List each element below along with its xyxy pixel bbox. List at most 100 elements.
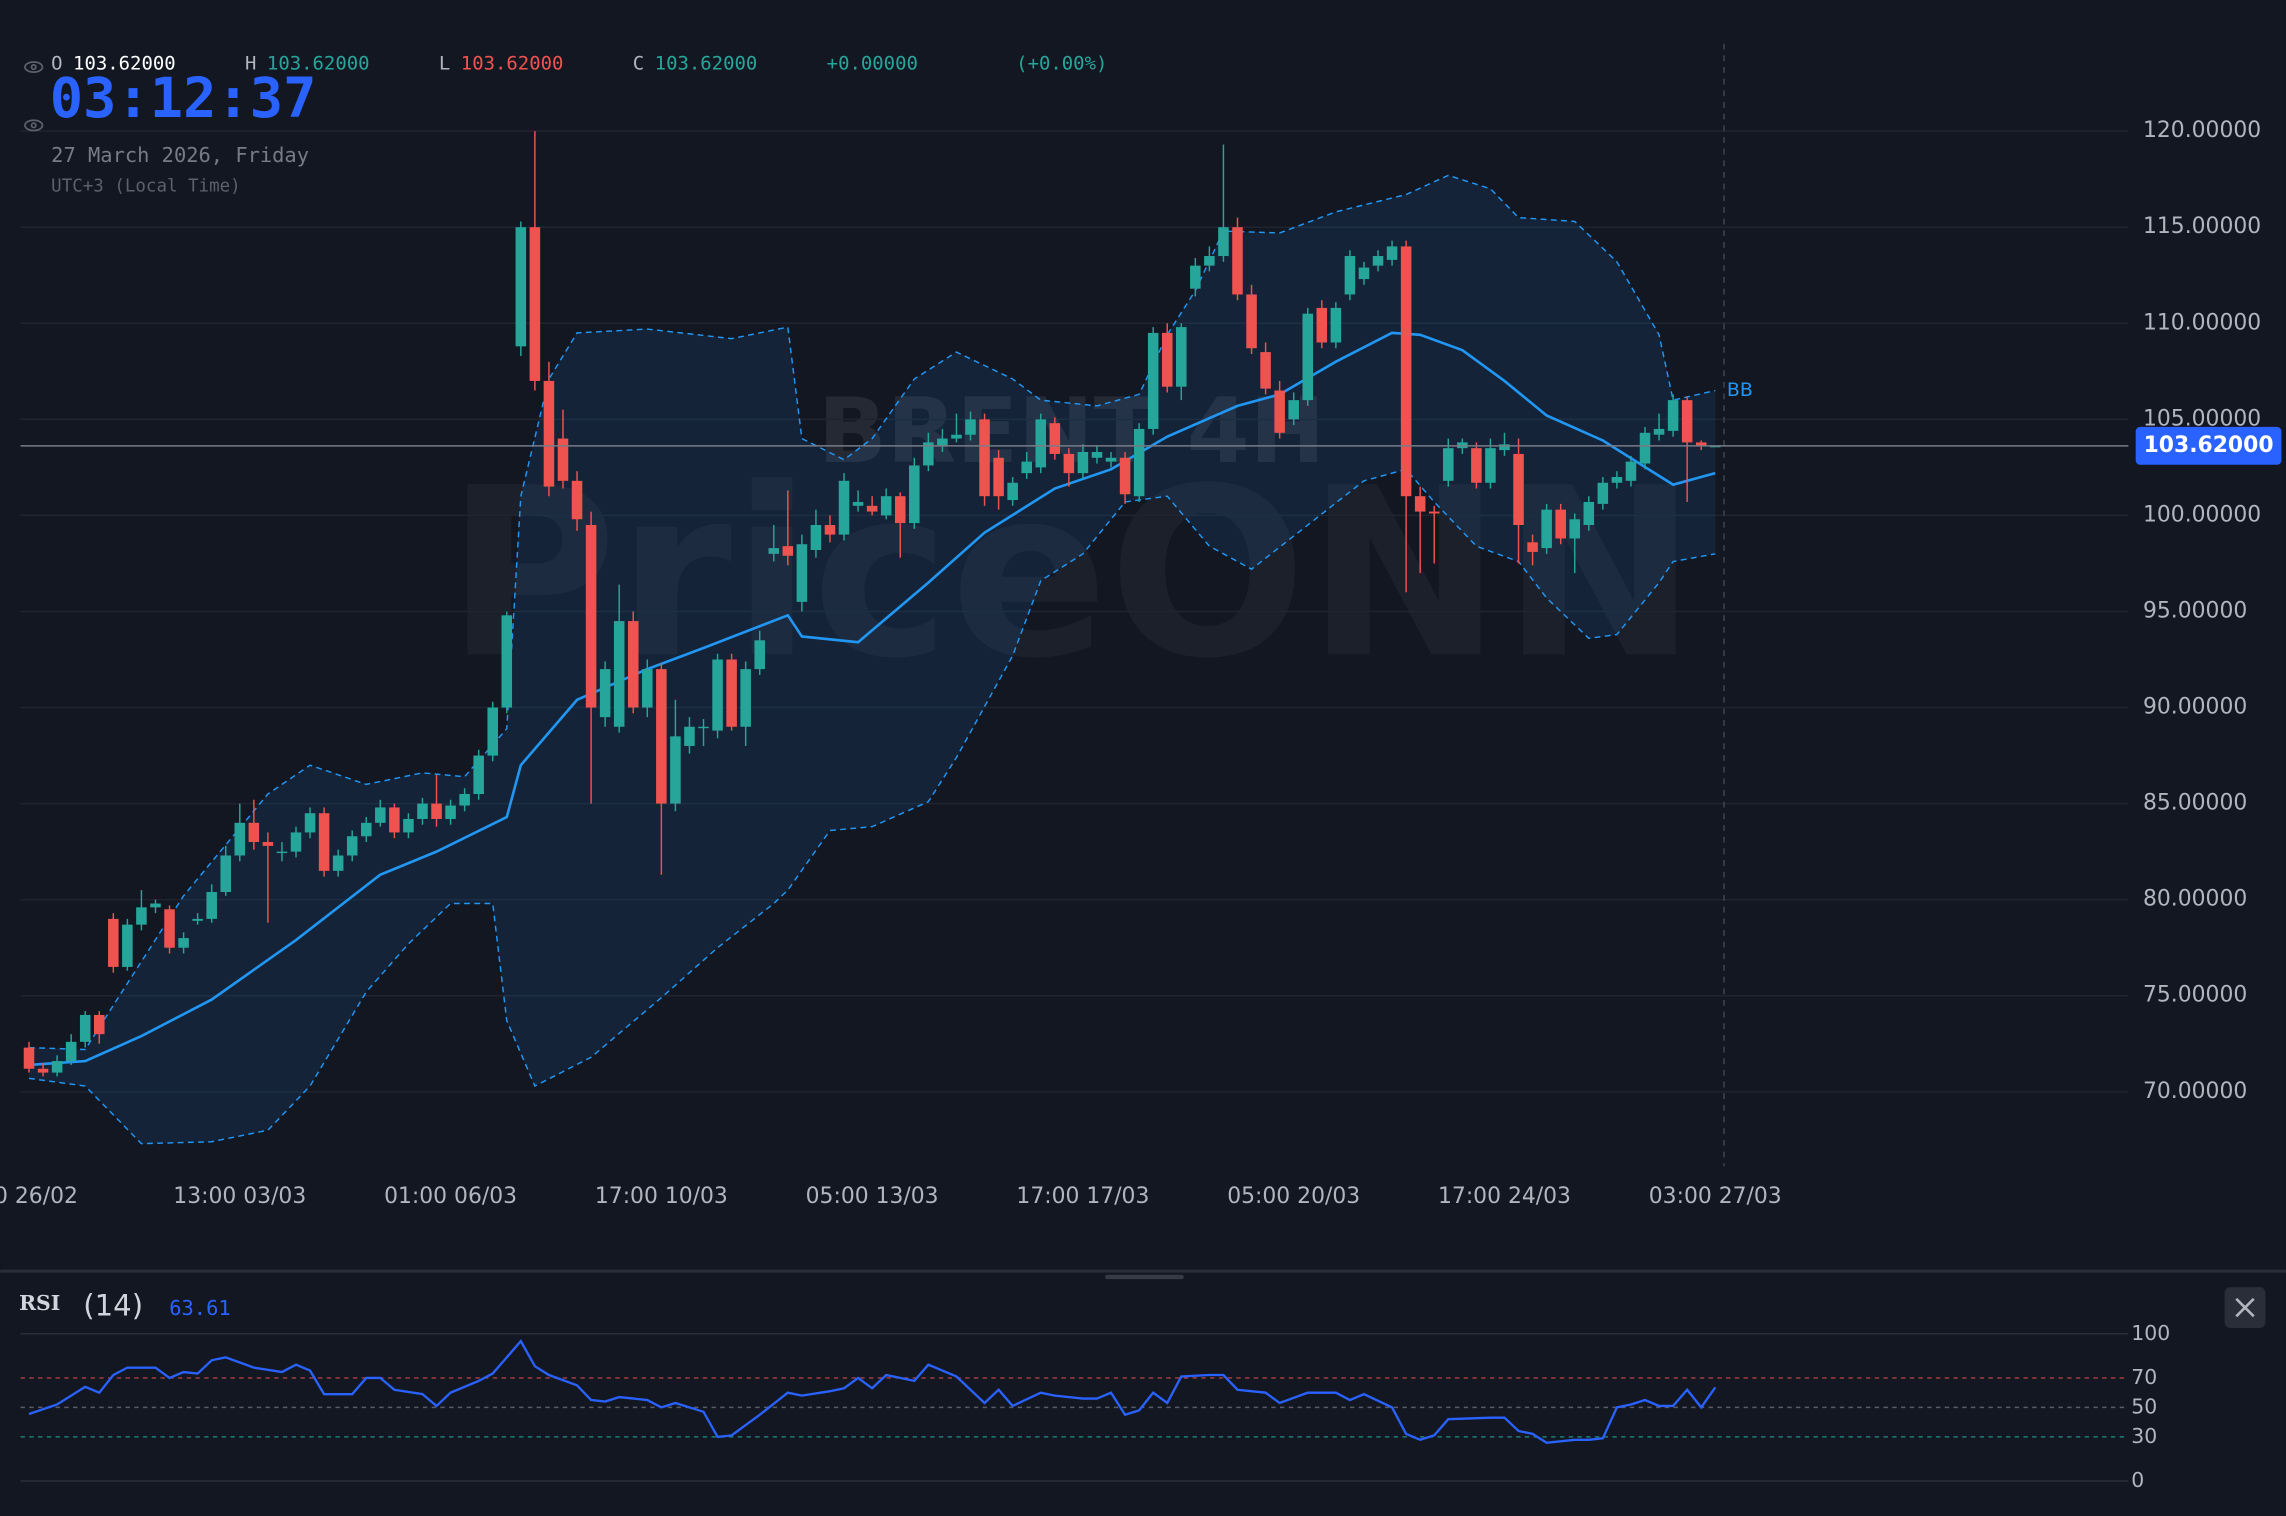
candle-body <box>529 227 541 381</box>
candle-body <box>1330 307 1342 343</box>
candle-body <box>1049 423 1061 454</box>
candle-body <box>1414 496 1426 512</box>
candle-body <box>108 918 119 967</box>
y-tick-label: 95.00000 <box>2143 598 2247 623</box>
candle-body <box>1119 457 1131 495</box>
candle-body <box>993 457 1004 497</box>
candle-body <box>164 909 175 948</box>
y-tick-label: 110.00000 <box>2143 310 2261 335</box>
candle-body <box>670 736 681 804</box>
candle-body <box>473 755 484 794</box>
y-tick-label: 100.00000 <box>2143 502 2261 527</box>
x-tick-label: 17:00 24/03 <box>1438 1184 1571 1209</box>
high-value: 103.62000 <box>267 53 370 75</box>
candle-body <box>923 442 934 466</box>
candle-body <box>1035 419 1047 468</box>
candle-body <box>1597 482 1609 504</box>
x-tick-label: 17:00 17/03 <box>1016 1184 1149 1209</box>
y-tick-label: 75.00000 <box>2143 983 2247 1008</box>
candle-body <box>375 807 386 823</box>
last-price-box <box>2135 426 2282 465</box>
candle-body <box>360 822 372 837</box>
candle-body <box>838 480 850 535</box>
rsi-tick-label: 100 <box>2131 1321 2170 1345</box>
candle-body <box>726 659 737 727</box>
candle-body <box>220 855 232 892</box>
legend-header: O 103.62000 H 103.62000 L 103.62000 C 10… <box>24 53 1107 197</box>
rsi-period: (14) <box>83 1289 143 1323</box>
candle-body <box>23 1047 35 1069</box>
low-label: L <box>439 53 450 75</box>
candle-body <box>431 803 442 819</box>
candle-body <box>206 891 217 919</box>
candle-body <box>543 380 555 487</box>
candle-body <box>1386 246 1398 260</box>
candle-body <box>1133 428 1145 497</box>
candle-body <box>389 807 400 833</box>
candle-body <box>1443 448 1454 481</box>
candle-body <box>276 851 288 854</box>
last-price-label: 103.62000 <box>2144 433 2274 458</box>
candle-body <box>866 505 878 512</box>
candle-body <box>1372 256 1384 266</box>
candle-body <box>571 480 583 520</box>
candle-body <box>768 548 780 554</box>
eye-icon <box>24 61 44 132</box>
candle-body <box>1428 511 1440 514</box>
candle-body <box>1527 542 1538 552</box>
candle-body <box>1555 509 1566 539</box>
candle-body <box>1204 256 1215 266</box>
candle-body <box>599 669 611 718</box>
candle-body <box>65 1041 77 1062</box>
candle-body <box>501 615 513 708</box>
candle-body <box>290 832 302 852</box>
x-tick-label: 03:00 27/03 <box>1649 1184 1782 1209</box>
candle-body <box>894 496 906 524</box>
candle-body <box>965 419 976 435</box>
rsi-tick-label: 50 <box>2131 1394 2157 1418</box>
candle-body <box>698 726 709 729</box>
candle-body <box>1316 307 1328 343</box>
clock: 03:12:37 <box>50 67 317 131</box>
bb-upper <box>28 174 1716 1051</box>
candle-body <box>1653 428 1665 435</box>
change-percent: (+0.00%) <box>1016 53 1107 75</box>
candle-body <box>1569 519 1581 539</box>
candle-body <box>951 434 962 439</box>
y-tick-label: 80.00000 <box>2143 887 2247 912</box>
candle-body <box>824 525 836 535</box>
candle-body <box>1105 457 1117 462</box>
candle-body <box>1583 501 1595 526</box>
close-pane-button[interactable] <box>2224 1287 2266 1328</box>
candle-body <box>445 805 456 819</box>
candle-body <box>417 803 428 819</box>
candle-body <box>909 465 920 524</box>
candle-body <box>192 918 203 921</box>
candle-body <box>585 525 597 708</box>
x-tick-label: 05:00 20/03 <box>1227 1184 1360 1209</box>
candle-body <box>122 924 133 967</box>
candle-body <box>150 903 161 908</box>
candle-body <box>1260 352 1271 389</box>
close-label: C <box>633 53 644 75</box>
high-label: H <box>245 53 256 75</box>
candle-body <box>1344 256 1356 295</box>
candle-body <box>1063 453 1075 474</box>
candle-body <box>136 907 147 925</box>
candle-body <box>1161 332 1173 387</box>
candle-body <box>178 938 189 948</box>
candle-body <box>712 659 723 731</box>
candle-body <box>1681 400 1693 443</box>
rsi-label: RSI <box>19 1291 60 1315</box>
candle-body <box>262 842 274 846</box>
x-tick-label: 00 26/02 <box>0 1184 78 1209</box>
candle-body <box>557 438 569 481</box>
candle-body <box>613 621 625 727</box>
main-pane: 70.00000 75.00000 80.00000 85.00000 90.00000… <box>0 43 2282 1209</box>
candle-body <box>810 525 822 550</box>
candle-body <box>1400 246 1412 497</box>
pane-resize-handle[interactable] <box>1105 1274 1184 1280</box>
rsi-tick-label: 30 <box>2131 1424 2157 1448</box>
candle-body <box>1358 267 1370 280</box>
